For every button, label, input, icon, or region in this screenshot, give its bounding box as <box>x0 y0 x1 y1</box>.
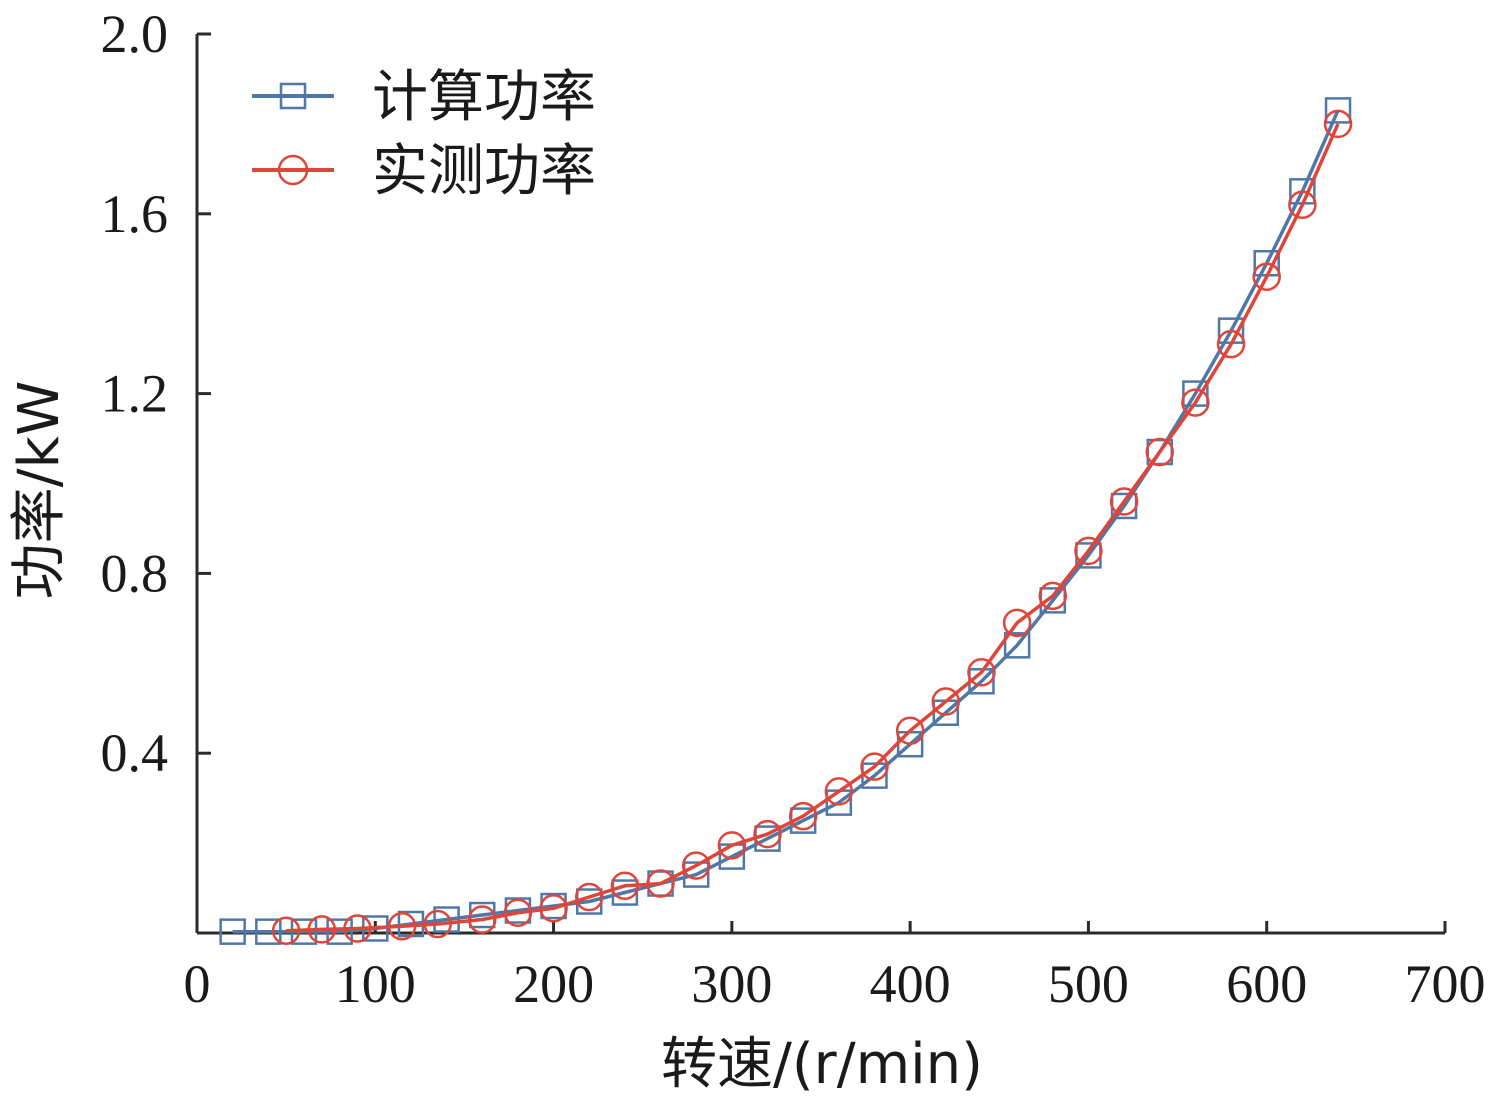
legend-circle-marker <box>277 154 309 186</box>
legend-square-marker <box>279 82 307 110</box>
legend: 计算功率 实测功率 <box>252 65 596 204</box>
y-tick-label: 1.6 <box>101 184 169 244</box>
legend-label-measured: 实测功率 <box>372 139 596 204</box>
data-point-circle <box>387 912 417 941</box>
data-point-square <box>326 918 353 945</box>
data-point-square <box>219 918 246 945</box>
data-point-circle <box>1145 437 1174 467</box>
x-tick-label: 200 <box>513 954 594 1014</box>
data-point-circle <box>1252 262 1281 291</box>
data-point-circle <box>423 909 452 939</box>
data-point-square <box>255 918 282 945</box>
y-tick-label: 1.2 <box>101 364 169 424</box>
y-tick-label: 2.0 <box>101 4 169 64</box>
data-point-square <box>1182 380 1209 407</box>
data-point-square <box>1324 97 1352 124</box>
data-point-circle <box>788 801 818 831</box>
data-point-square <box>682 861 710 888</box>
data-point-circle <box>1323 109 1353 139</box>
data-point-circle <box>824 777 854 806</box>
series-measured <box>271 109 1353 946</box>
data-point-circle <box>860 752 889 781</box>
data-point-circle <box>753 819 782 849</box>
data-point-circle <box>307 915 337 944</box>
x-ticks: 0 100 200 300 400 500 600 700 <box>184 921 1486 1014</box>
x-tick-label: 100 <box>335 954 416 1014</box>
series-calculated <box>219 97 1352 945</box>
data-point-circle <box>1038 581 1068 611</box>
series-line <box>232 109 1340 934</box>
y-tick-label: 0.8 <box>101 543 169 603</box>
legend-item-measured: 实测功率 <box>252 139 596 204</box>
series-line <box>286 123 1340 933</box>
data-point-square <box>433 906 460 933</box>
data-point-circle <box>503 898 533 928</box>
y-tick-label: 0.4 <box>101 723 169 783</box>
data-point-circle <box>271 916 301 946</box>
data-point-circle <box>1002 608 1032 638</box>
data-point-circle <box>1181 388 1210 417</box>
data-point-circle <box>646 869 675 898</box>
data-point-circle <box>931 687 961 716</box>
data-point-circle <box>1288 190 1317 220</box>
x-tick-label: 500 <box>1048 954 1129 1014</box>
data-point-circle <box>610 871 640 901</box>
data-point-circle <box>1074 536 1103 566</box>
legend-label-calculated: 计算功率 <box>372 65 596 130</box>
data-point-circle <box>717 831 747 860</box>
legend-item-calculated: 计算功率 <box>252 65 596 130</box>
data-point-circle <box>967 658 996 687</box>
data-point-circle <box>681 851 711 880</box>
x-tick-label: 300 <box>691 954 772 1014</box>
x-tick-label: 700 <box>1405 954 1486 1014</box>
data-point-circle <box>574 882 604 912</box>
data-point-circle <box>895 716 925 745</box>
plot-area <box>219 97 1353 946</box>
data-point-circle <box>1109 487 1139 516</box>
data-point-circle <box>343 914 372 943</box>
x-tick-label: 400 <box>870 954 951 1014</box>
y-axis-title: 功率/kW <box>7 381 72 600</box>
data-point-square <box>1003 632 1031 659</box>
x-axis-title: 转速/(r/min) <box>661 1032 983 1097</box>
y-ticks: 0.4 0.8 1.2 1.6 2.0 <box>101 4 211 783</box>
data-point-circle <box>539 894 568 923</box>
data-point-circle <box>468 905 497 934</box>
x-tick-label: 600 <box>1226 954 1307 1014</box>
data-point-circle <box>1216 329 1246 359</box>
x-tick-label: 0 <box>184 954 211 1014</box>
